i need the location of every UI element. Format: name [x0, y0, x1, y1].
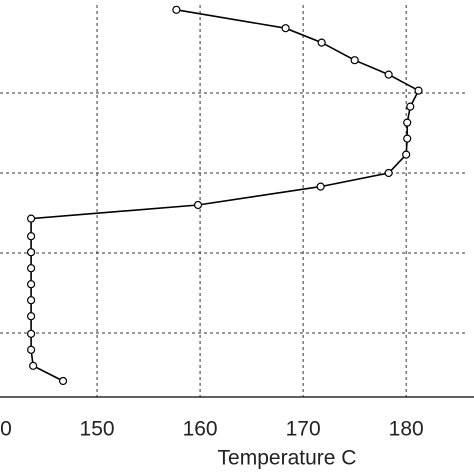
- x-tick-label: 150: [80, 418, 115, 441]
- x-tick-label: 170: [286, 418, 321, 441]
- data-point: [403, 134, 412, 143]
- data-point: [26, 264, 36, 273]
- data-point: [26, 232, 36, 241]
- data-point: [350, 56, 359, 65]
- x-tick-label: 180: [389, 418, 424, 441]
- data-point: [26, 280, 36, 289]
- data-point: [384, 168, 393, 178]
- data-point: [317, 38, 326, 47]
- data-point: [414, 86, 423, 95]
- data-point: [172, 5, 181, 14]
- data-point: [281, 24, 290, 33]
- data-point: [316, 182, 325, 191]
- data-point: [26, 296, 36, 305]
- x-axis-label: Temperature C: [218, 447, 357, 470]
- data-point: [403, 118, 412, 127]
- data-point: [193, 200, 203, 210]
- x-tick-label: 0: [0, 418, 12, 441]
- data-point: [26, 312, 36, 321]
- data-point: [26, 214, 36, 223]
- data-point: [26, 329, 36, 338]
- data-point: [58, 376, 68, 386]
- data-point: [29, 361, 38, 370]
- x-tick-label: 160: [183, 418, 218, 441]
- data-point: [26, 345, 36, 354]
- data-point: [26, 248, 36, 257]
- data-point: [406, 102, 415, 111]
- data-point: [402, 150, 411, 159]
- data-line: [30, 9, 420, 382]
- data-point: [384, 70, 393, 79]
